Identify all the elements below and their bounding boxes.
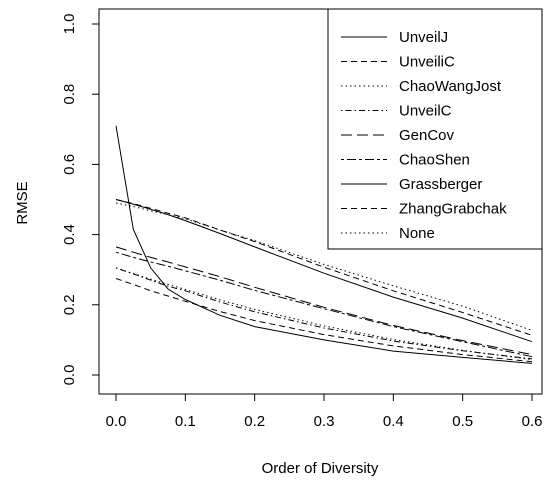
x-axis: 0.0 0.1 0.2 0.3 0.4 0.5 0.6 [106,393,543,430]
series-line [115,251,533,358]
legend-label: UnveilC [399,103,452,120]
series-line [115,125,533,364]
legend-label: UnveiliC [399,54,455,71]
y-tick-label: 0.2 [61,294,78,315]
y-tick-label: 0.0 [61,365,78,386]
legend-frame [327,8,543,250]
y-axis: 0.0 0.2 0.4 0.6 0.8 1.0 [61,14,100,386]
legend-label: ChaoWangJost [399,78,502,95]
legend-label: None [399,225,435,242]
legend-label: Grassberger [399,176,482,193]
x-tick-label: 0.3 [314,413,335,430]
x-tick-label: 0.1 [175,413,196,430]
x-tick-label: 0.6 [522,413,543,430]
x-tick-label: 0.2 [244,413,265,430]
legend: UnveilJ UnveiliC ChaoWangJost UnveilC GenCov… [327,8,543,250]
series-line [115,246,533,356]
series-group [115,125,533,364]
y-tick-label: 0.6 [61,154,78,175]
y-axis-label: RMSE [14,181,31,224]
x-tick-label: 0.4 [383,413,404,430]
series-line [115,278,533,363]
legend-label: ZhangGrabchak [399,201,507,218]
series-line [115,267,533,361]
y-tick-label: 0.4 [61,224,78,245]
series-line [115,267,533,360]
y-tick-label: 0.8 [61,84,78,105]
legend-label: ChaoShen [399,152,470,169]
x-tick-label: 0.5 [452,413,473,430]
legend-label: GenCov [399,127,455,144]
legend-label: UnveilJ [399,29,448,46]
x-tick-label: 0.0 [106,413,127,430]
x-axis-label: Order of Diversity [262,460,379,477]
series-line [115,199,533,343]
y-tick-label: 1.0 [61,14,78,35]
